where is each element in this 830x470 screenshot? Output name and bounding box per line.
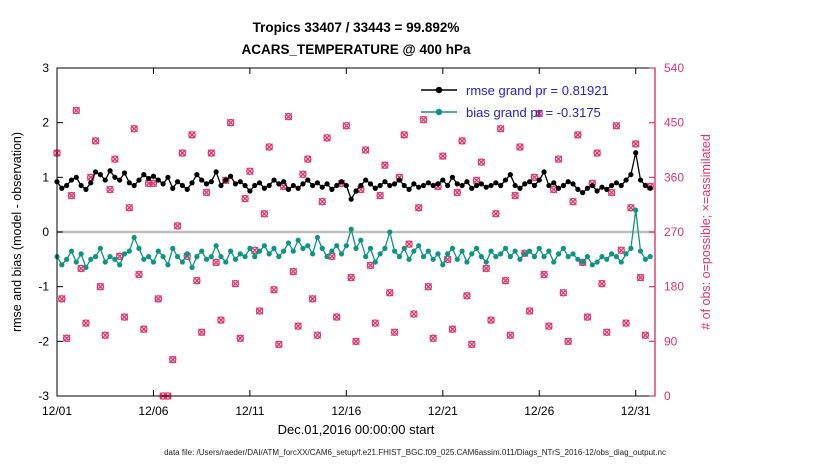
obs-count-markers [53, 106, 654, 400]
svg-text:-1: -1 [38, 280, 49, 294]
legend-item-rmse: rmse grand pr = 0.81921 [420, 79, 609, 101]
svg-text:450: 450 [664, 116, 684, 130]
legend-label-rmse: rmse grand pr = 0.81921 [466, 82, 609, 98]
axes-box [56, 67, 656, 397]
legend-label-bias: bias grand pr = -0.3175 [466, 104, 601, 120]
figure-title-line2: ACARS_TEMPERATURE @ 400 hPa [241, 42, 471, 57]
svg-text:2: 2 [42, 116, 49, 130]
bias-line-marker-icon [421, 108, 457, 116]
svg-text:180: 180 [664, 280, 684, 294]
svg-text:3: 3 [42, 61, 49, 75]
svg-text:12/06: 12/06 [138, 404, 168, 418]
data-file-path: data file: /Users/raeder/DAI/ATM_forcXX/… [164, 448, 666, 457]
svg-text:0: 0 [664, 389, 671, 403]
rmse-line-marker-icon [421, 86, 457, 94]
svg-text:12/26: 12/26 [524, 404, 554, 418]
svg-text:-3: -3 [38, 389, 49, 403]
svg-text:12/16: 12/16 [331, 404, 361, 418]
svg-text:12/31: 12/31 [621, 404, 651, 418]
tick-labels: 3 2 1 0 -1 -2 -3 540 450 360 270 180 90 0 12/01 12/06 12… [38, 61, 684, 418]
svg-text:12/11: 12/11 [235, 404, 264, 418]
svg-text:360: 360 [664, 170, 684, 184]
svg-text:12/21: 12/21 [428, 404, 458, 418]
svg-text:540: 540 [664, 61, 684, 75]
bias-series [54, 207, 653, 271]
legend-item-bias: bias grand pr = -0.3175 [420, 101, 609, 123]
svg-text:90: 90 [664, 334, 678, 348]
legend: rmse grand pr = 0.81921 bias grand pr = … [420, 79, 609, 123]
svg-text:270: 270 [664, 225, 684, 239]
x-axis-label: Dec.01,2016 00:00:00 start [277, 422, 435, 437]
svg-text:12/01: 12/01 [42, 404, 72, 418]
svg-text:1: 1 [42, 170, 49, 184]
rmse-series [54, 150, 653, 202]
svg-text:0: 0 [42, 225, 49, 239]
svg-text:-2: -2 [38, 334, 49, 348]
figure-title-line1: Tropics 33407 / 33443 = 99.892% [252, 20, 460, 35]
